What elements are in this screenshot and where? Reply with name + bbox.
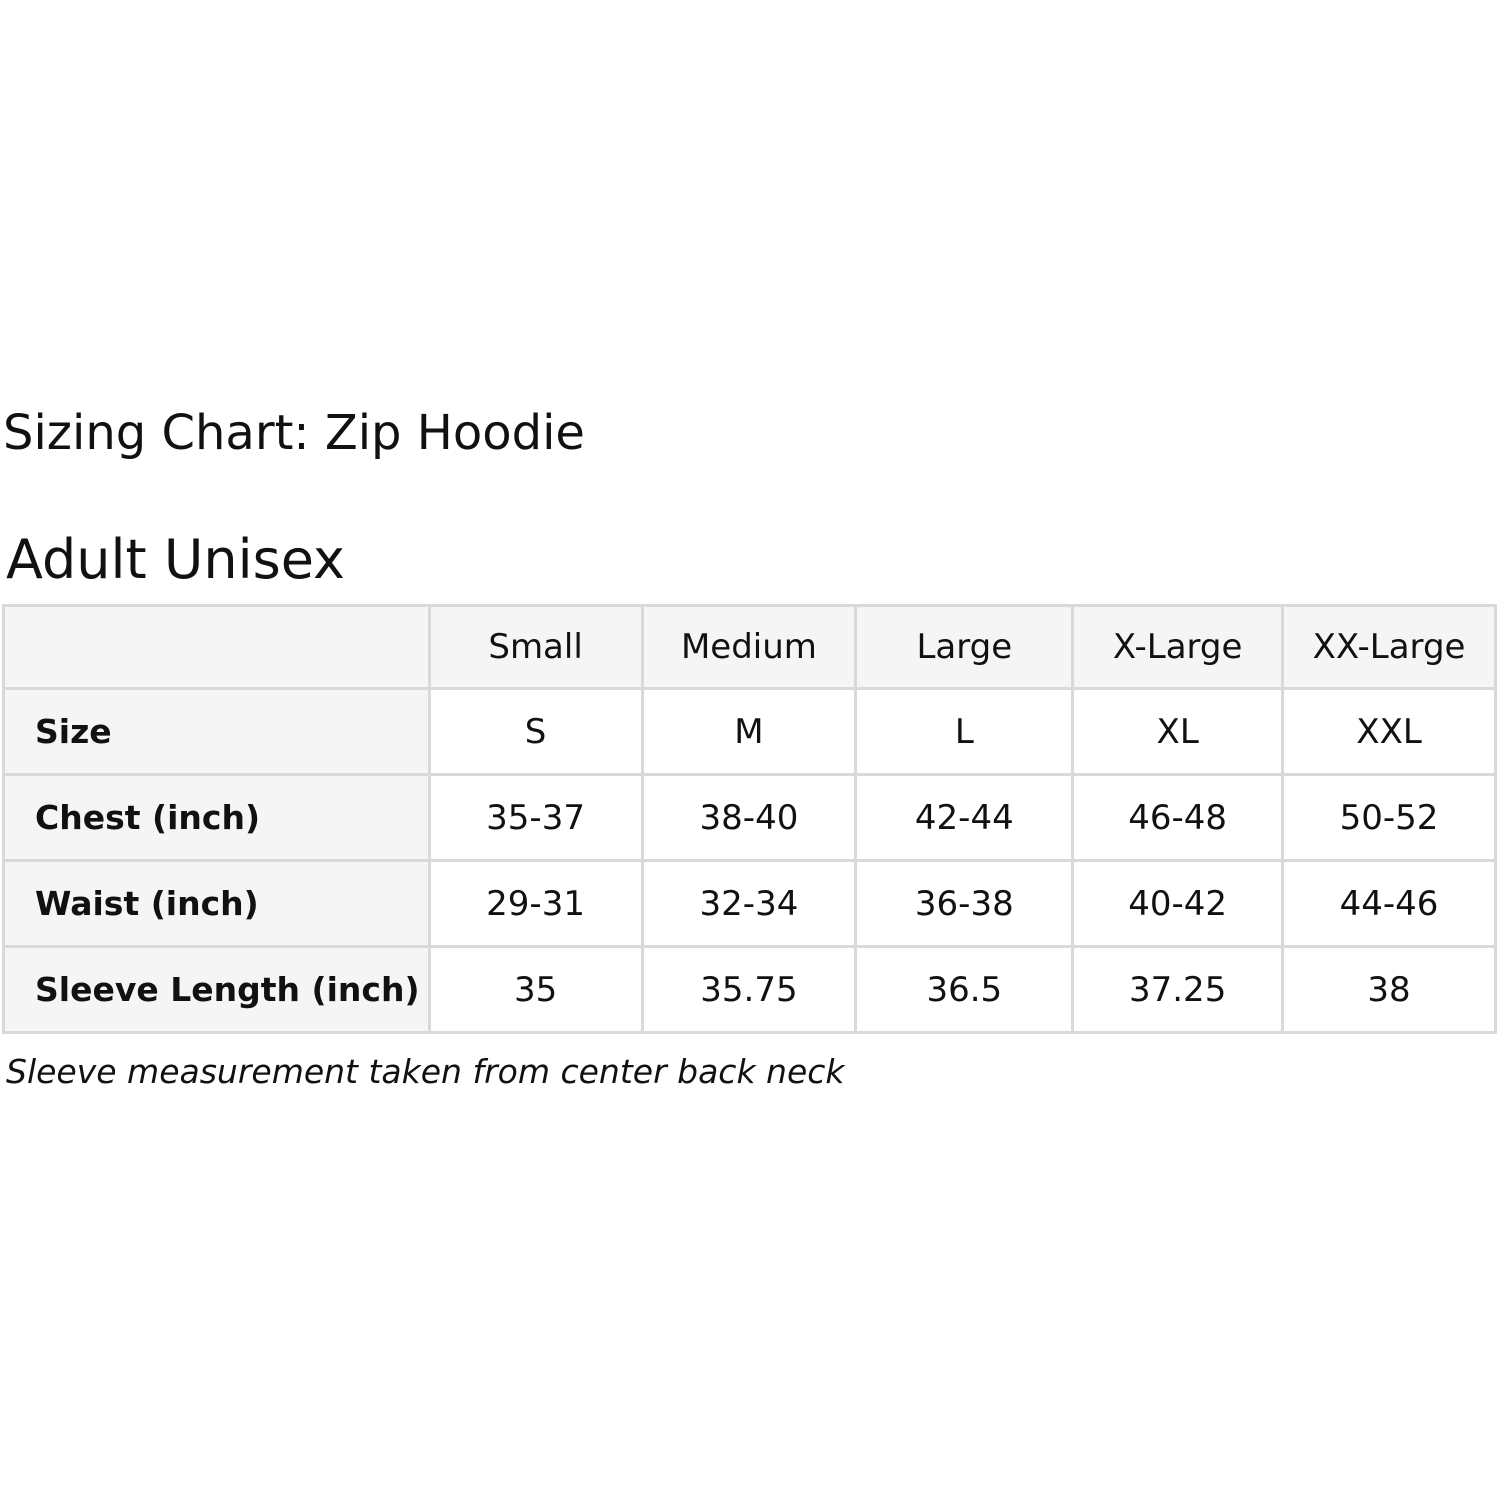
table-cell: 38-40 — [640, 773, 858, 862]
section-subtitle: Adult Unisex — [6, 528, 345, 591]
table-cell: 35.75 — [640, 945, 858, 1034]
table-cell: 36.5 — [854, 945, 1075, 1034]
table-row: Waist (inch) 29-31 32-34 36-38 40-42 44-46 — [2, 859, 1497, 948]
row-header: Chest (inch) — [2, 773, 431, 862]
sizing-table: Small Medium Large X-Large XX-Large Size… — [2, 604, 1497, 1034]
table-cell: L — [854, 687, 1075, 776]
table-cell: 40-42 — [1071, 859, 1285, 948]
column-header: Small — [427, 604, 644, 690]
table-header-row: Small Medium Large X-Large XX-Large — [2, 604, 1497, 690]
table-cell: 46-48 — [1071, 773, 1285, 862]
table-cell: 32-34 — [640, 859, 858, 948]
table-cell: 29-31 — [427, 859, 644, 948]
column-header: Large — [854, 604, 1075, 690]
row-header: Size — [2, 687, 431, 776]
table-cell: M — [640, 687, 858, 776]
table-cell: 42-44 — [854, 773, 1075, 862]
table-cell: 50-52 — [1281, 773, 1497, 862]
footnote: Sleeve measurement taken from center bac… — [6, 1052, 845, 1091]
table-cell: 36-38 — [854, 859, 1075, 948]
table-row: Chest (inch) 35-37 38-40 42-44 46-48 50-52 — [2, 773, 1497, 862]
table-cell: 37.25 — [1071, 945, 1285, 1034]
row-header: Sleeve Length (inch) — [2, 945, 431, 1034]
column-header: XX-Large — [1281, 604, 1497, 690]
row-header: Waist (inch) — [2, 859, 431, 948]
column-header — [2, 604, 431, 690]
table-cell: 35-37 — [427, 773, 644, 862]
table-cell: 44-46 — [1281, 859, 1497, 948]
table-cell: 38 — [1281, 945, 1497, 1034]
column-header: X-Large — [1071, 604, 1285, 690]
table-row: Size S M L XL XXL — [2, 687, 1497, 776]
table-cell: S — [427, 687, 644, 776]
table-row: Sleeve Length (inch) 35 35.75 36.5 37.25 38 — [2, 945, 1497, 1034]
table-cell: XL — [1071, 687, 1285, 776]
column-header: Medium — [640, 604, 858, 690]
table-cell: 35 — [427, 945, 644, 1034]
table-cell: XXL — [1281, 687, 1497, 776]
page-title: Sizing Chart: Zip Hoodie — [3, 405, 585, 461]
